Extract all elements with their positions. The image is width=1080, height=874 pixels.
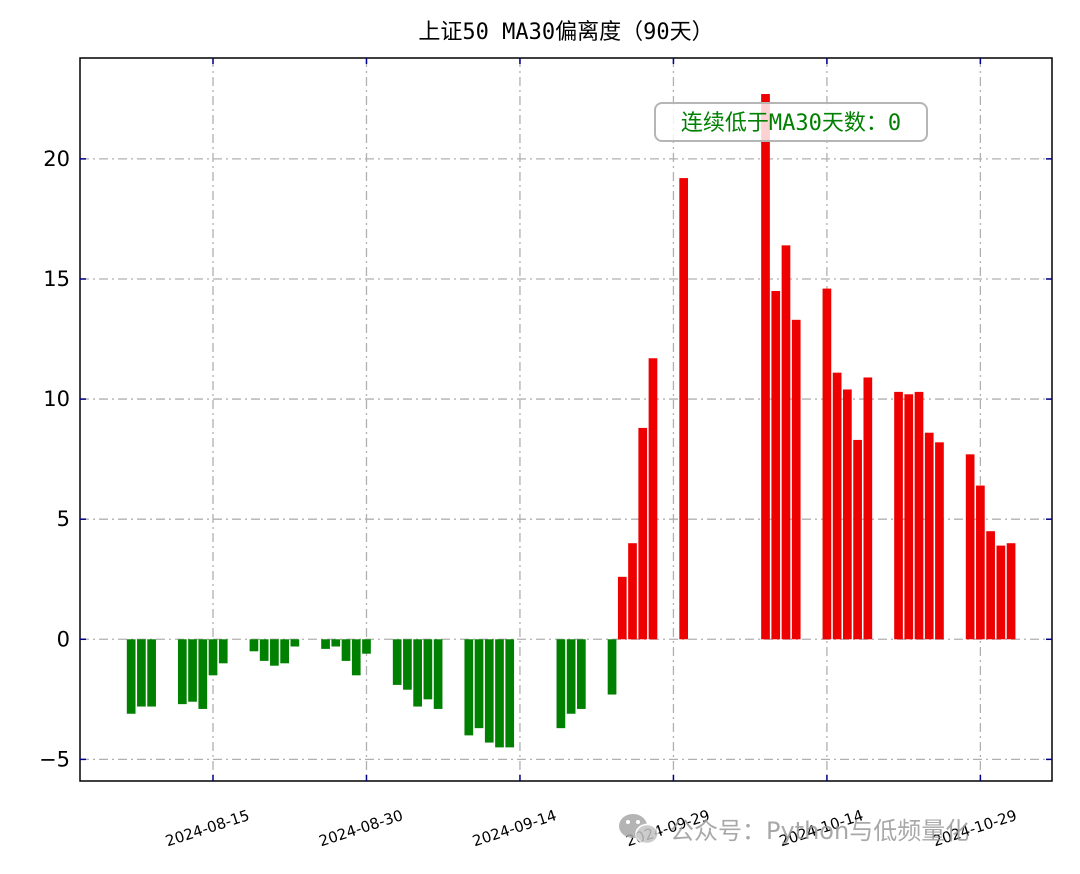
bar	[198, 639, 208, 709]
bar	[628, 543, 637, 640]
bar	[638, 427, 648, 640]
bar	[914, 391, 924, 640]
bar	[362, 639, 371, 654]
bar	[771, 290, 781, 640]
bar	[270, 639, 279, 666]
bar	[505, 639, 515, 748]
annotation-text: 连续低于MA30天数：0	[681, 111, 901, 136]
bar	[894, 391, 903, 640]
bar	[321, 639, 330, 649]
bar	[1006, 543, 1016, 640]
bar	[403, 639, 412, 690]
bar	[126, 639, 136, 714]
bar	[924, 432, 934, 640]
bar	[392, 639, 402, 685]
bar	[188, 639, 197, 702]
y-tick-label: 0	[57, 627, 70, 651]
bar	[208, 639, 218, 676]
bar	[843, 389, 852, 640]
watermark-text: 公众号：Python与低频量化	[670, 817, 969, 845]
watermark: 公众号：Python与低频量化	[619, 814, 969, 845]
x-tick-label: 2024-09-14	[470, 806, 558, 850]
bar	[761, 94, 770, 640]
y-tick-label: −5	[39, 747, 70, 771]
bar	[249, 639, 259, 652]
y-tick-label: 10	[43, 387, 70, 411]
bar	[556, 639, 566, 729]
bar	[576, 639, 586, 709]
bar	[832, 372, 842, 640]
bar	[935, 442, 944, 640]
annotation-box: 连续低于MA30天数：0	[654, 102, 928, 142]
chart-title: 上证50 MA30偏离度（90天）	[418, 20, 713, 45]
bar	[853, 439, 862, 640]
axis-ticks	[80, 58, 1052, 781]
bar	[996, 545, 1006, 640]
bar	[791, 319, 801, 640]
bar	[863, 377, 873, 640]
bar	[341, 639, 351, 661]
bar	[976, 485, 985, 640]
bar	[351, 639, 361, 676]
bar	[617, 576, 627, 640]
bar	[781, 245, 791, 640]
plot-area-frame	[79, 57, 1053, 782]
bar	[474, 639, 484, 729]
bar	[218, 639, 228, 664]
bar	[259, 639, 269, 661]
bar	[413, 639, 422, 707]
bar	[423, 639, 433, 700]
bar	[495, 639, 504, 748]
x-tick-label: 2024-08-15	[163, 806, 251, 850]
bar	[464, 639, 474, 736]
bar	[566, 639, 576, 714]
wechat-icon	[619, 814, 659, 845]
y-axis-tick-labels: −5 0 5 10 15 20	[39, 147, 70, 771]
bar	[607, 639, 617, 695]
y-tick-label: 15	[43, 267, 70, 291]
bar	[137, 639, 146, 707]
bar	[679, 178, 689, 640]
bar	[331, 639, 341, 647]
bars	[126, 94, 1016, 748]
y-tick-label: 20	[43, 147, 70, 171]
bar	[290, 639, 300, 647]
y-tick-label: 5	[57, 507, 70, 531]
bar	[280, 639, 289, 664]
bar	[648, 358, 658, 640]
bar	[484, 639, 494, 743]
bar	[433, 639, 443, 709]
bar	[822, 288, 832, 640]
bar	[904, 394, 914, 640]
x-tick-label: 2024-08-30	[317, 806, 405, 850]
bar	[177, 639, 187, 705]
bar	[986, 531, 995, 640]
bar	[147, 639, 156, 707]
bar	[965, 454, 975, 640]
